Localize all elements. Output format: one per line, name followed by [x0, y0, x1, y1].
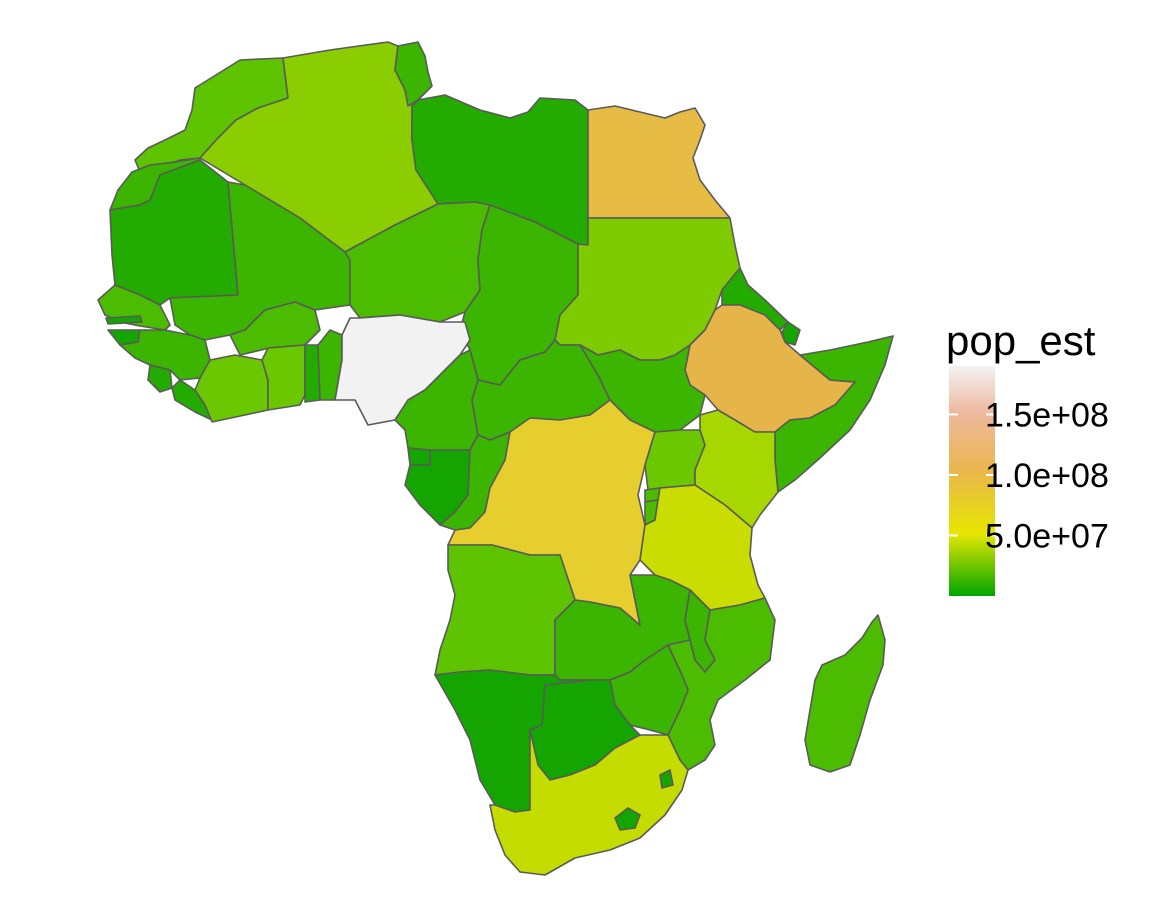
country-eswatini	[659, 769, 674, 789]
country-lesotho	[614, 807, 641, 831]
country-eq-guinea	[407, 447, 431, 466]
legend-label: 5.0e+07	[985, 517, 1109, 555]
legend-ticks: 1.5e+08 1.0e+08 5.0e+07	[949, 396, 1109, 555]
legend-title: pop_est	[946, 317, 1096, 364]
country-sierra-leone	[147, 364, 173, 393]
country-madagascar	[804, 614, 886, 773]
country-angola	[434, 544, 576, 676]
country-egypt	[587, 105, 731, 219]
legend-colorbar	[949, 366, 995, 596]
country-djibouti	[781, 321, 801, 346]
countries	[97, 41, 894, 876]
legend: pop_est 1.5e+08 1.0e+08 5.0e+07	[946, 317, 1109, 596]
legend-label: 1.5e+08	[985, 396, 1109, 434]
country-tunisia	[394, 41, 433, 107]
country-south-africa	[489, 729, 689, 876]
country-burkina-faso	[229, 301, 321, 356]
country-somalia	[774, 335, 894, 493]
legend-label: 1.0e+08	[985, 457, 1109, 495]
country-ghana	[261, 344, 306, 411]
country-gambia	[105, 315, 143, 325]
